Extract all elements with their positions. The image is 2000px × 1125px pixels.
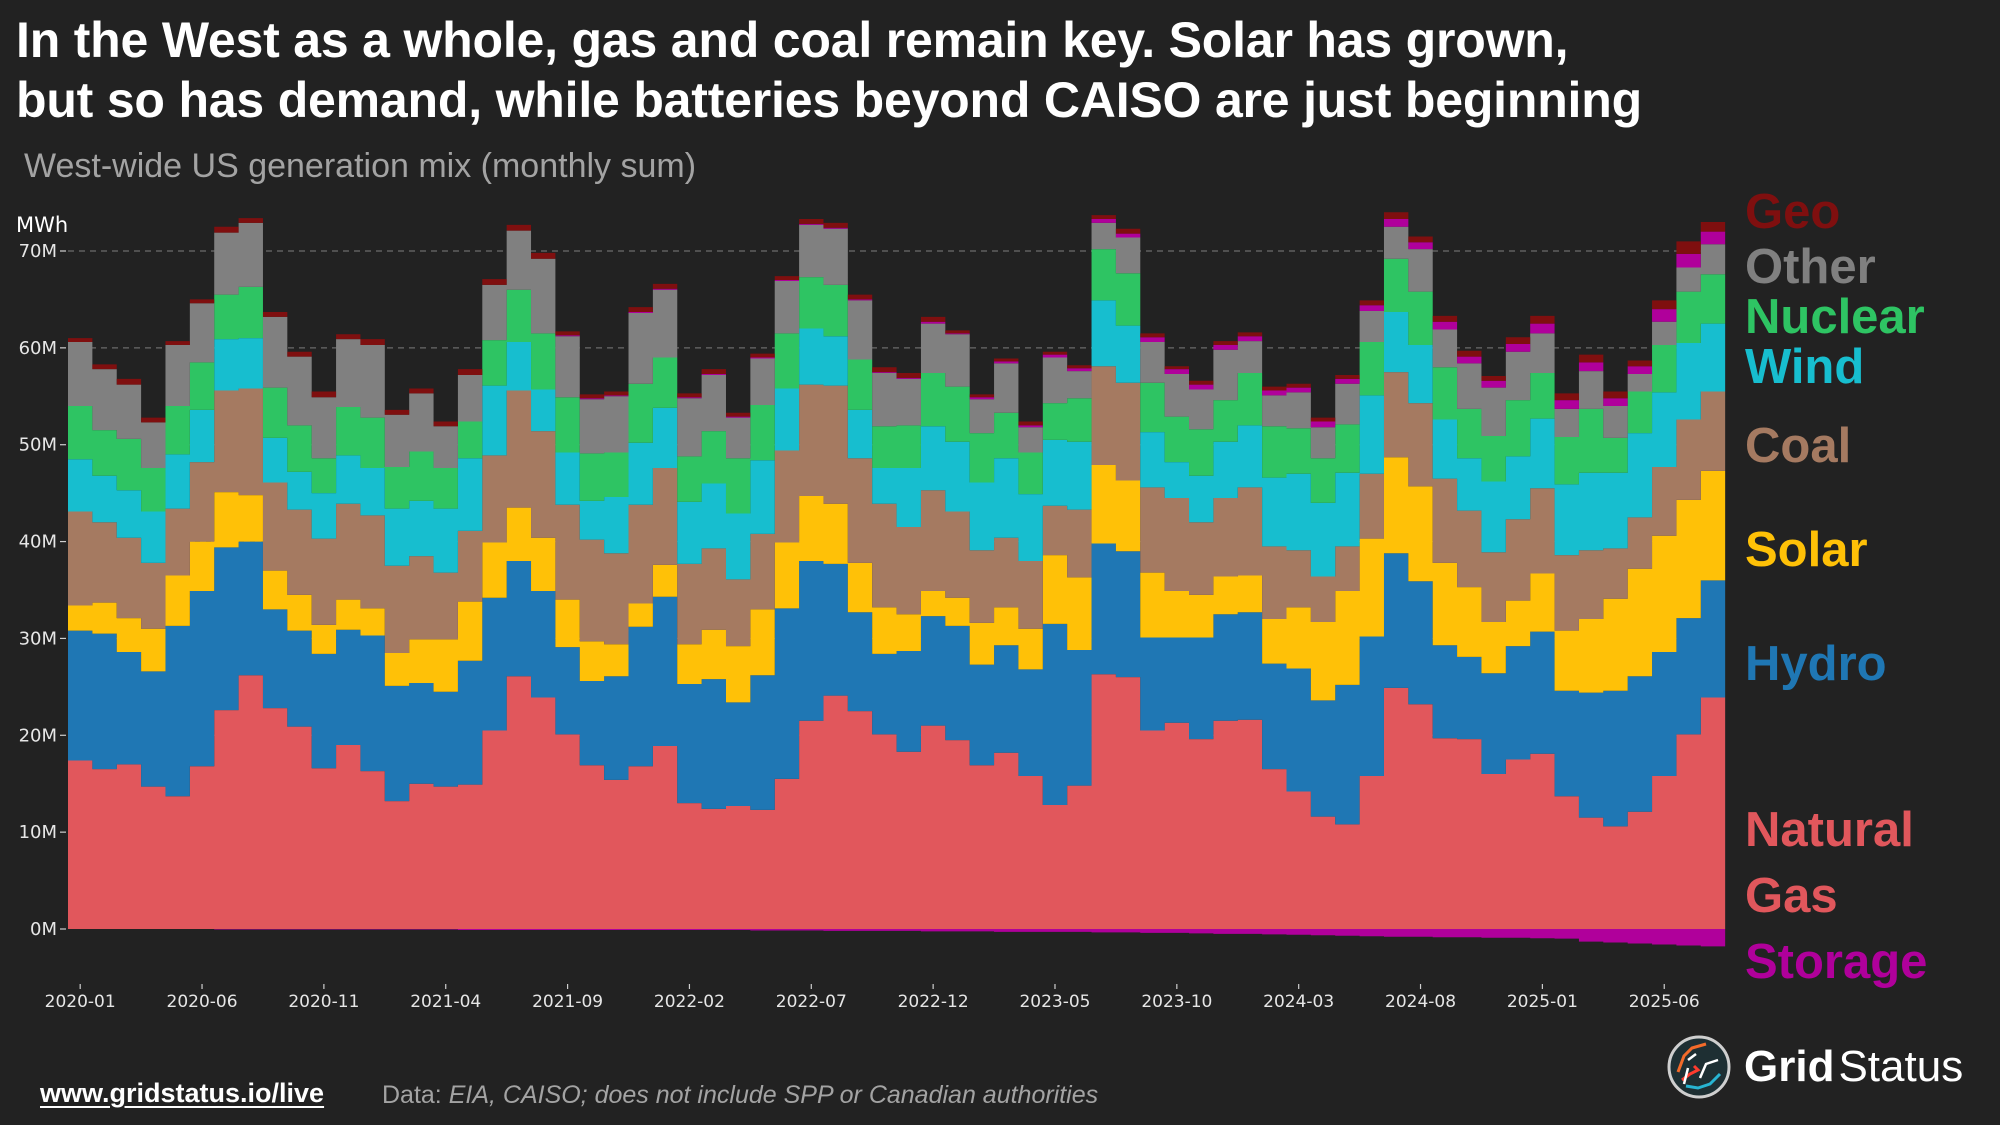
data-source-prefix: Data: — [382, 1081, 449, 1109]
x-tick-label: 2022-12 — [898, 992, 969, 1012]
legend-label-other: Other — [1745, 240, 1876, 294]
x-tick-label: 2020-06 — [167, 992, 238, 1012]
y-tick-label: 60M — [19, 338, 57, 359]
y-tick-label: 0M — [30, 919, 57, 940]
x-tick-label: 2020-11 — [288, 992, 359, 1012]
x-tick-label: 2021-09 — [532, 992, 603, 1012]
area-geo — [68, 212, 1726, 427]
x-tick-label: 2022-02 — [654, 992, 725, 1012]
legend-label-nuclear: Nuclear — [1745, 290, 1925, 344]
x-tick-label: 2024-03 — [1263, 992, 1334, 1012]
area-other — [68, 222, 1726, 468]
area-storage-charge — [68, 929, 1726, 947]
legend-label-geo: Geo — [1745, 185, 1840, 239]
chart-subtitle: West-wide US generation mix (monthly sum… — [24, 147, 697, 185]
chart-title-line-2: but so has demand, while batteries beyon… — [16, 72, 1642, 128]
y-tick-label: 20M — [19, 725, 57, 746]
legend-label-hydro: Hydro — [1745, 637, 1887, 691]
y-tick-label: 70M — [19, 241, 57, 262]
grid-status-brand: Grid Status — [1666, 1032, 1963, 1102]
grid-status-globe-icon — [1667, 1035, 1731, 1099]
chart-title-line-1: In the West as a whole, gas and coal rem… — [16, 12, 1569, 68]
plot-areas — [68, 212, 1726, 947]
y-tick-label: 50M — [19, 435, 57, 456]
x-tick-label: 2023-05 — [1019, 992, 1090, 1012]
y-tick-label: 40M — [19, 532, 57, 553]
area-storage — [68, 219, 1726, 428]
y-axis-unit-label: MWh — [16, 213, 68, 237]
x-tick-label: 2023-10 — [1141, 992, 1212, 1012]
x-tick-label: 2025-01 — [1507, 992, 1578, 1012]
x-tick-label: 2021-04 — [410, 992, 481, 1012]
legend-label-natural-gas-line-1: Natural — [1745, 803, 1914, 857]
legend-label-solar: Solar — [1745, 523, 1868, 577]
data-source-note: Data: EIA, CAISO; does not include SPP o… — [382, 1081, 1098, 1110]
area-solar — [68, 457, 1726, 703]
gridstatus-live-link[interactable]: www.gridstatus.io/live — [40, 1078, 325, 1108]
data-source-text: EIA, CAISO; does not include SPP or Cana… — [448, 1081, 1099, 1109]
x-tick-label: 2022-07 — [776, 992, 847, 1012]
y-tick-label: 30M — [19, 628, 57, 649]
x-tick-label: 2024-08 — [1385, 992, 1456, 1012]
brand-name-status: Status — [1838, 1042, 1964, 1091]
y-axis: 0M 10M 20M 30M 40M 50M 60M 70M — [19, 241, 66, 940]
legend-label-coal: Coal — [1745, 419, 1851, 473]
x-tick-label: 2025-06 — [1629, 992, 1700, 1012]
brand-name-grid: Grid — [1744, 1042, 1835, 1091]
legend-label-wind: Wind — [1745, 340, 1864, 394]
y-tick-label: 10M — [19, 822, 57, 843]
legend-label-natural-gas-line-2: Gas — [1745, 869, 1838, 923]
legend-label-storage: Storage — [1745, 935, 1927, 989]
chart-title: In the West as a whole, gas and coal rem… — [16, 10, 1996, 130]
x-tick-label: 2020-01 — [45, 992, 116, 1012]
x-axis: 2020-01 2020-06 2020-11 2021-04 2021-09 2022-… — [45, 984, 1700, 1012]
area-wind — [68, 300, 1726, 580]
